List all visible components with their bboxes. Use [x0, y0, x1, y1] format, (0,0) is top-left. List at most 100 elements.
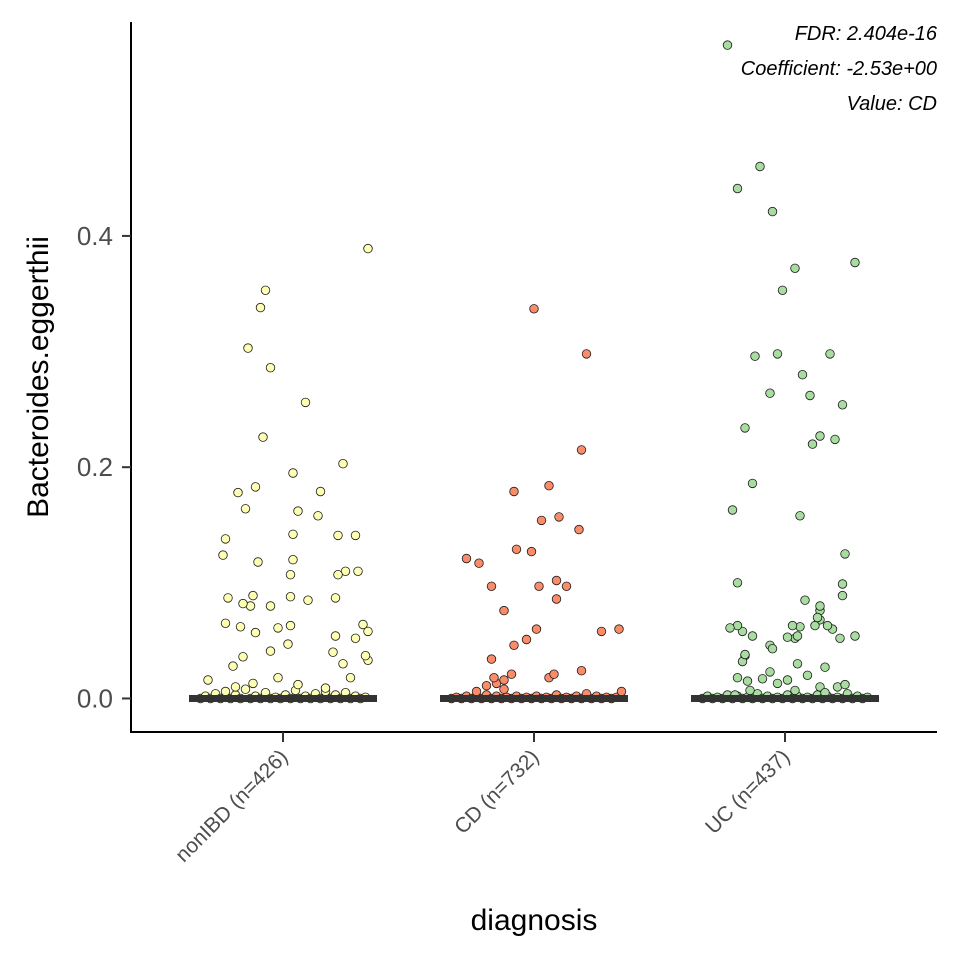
data-point [265, 363, 276, 373]
data-point [250, 482, 261, 492]
data-point [732, 578, 743, 588]
data-point [288, 555, 298, 565]
data-point [474, 558, 484, 568]
data-point [333, 530, 343, 541]
data-point [285, 592, 296, 602]
data-point [722, 40, 733, 50]
data-point [850, 257, 860, 268]
data-point [509, 486, 519, 497]
data-point [285, 620, 296, 631]
data-point [499, 605, 509, 616]
x-tick-label: nonIBD (n=426) [171, 745, 293, 867]
x-ticks: nonIBD (n=426) CD (n=732) UC (n=437) [171, 732, 795, 867]
data-point [330, 593, 341, 603]
data-point [807, 439, 818, 449]
data-point [235, 622, 246, 632]
data-point [616, 686, 627, 697]
data-point [837, 590, 848, 601]
data-point [740, 423, 750, 433]
data-point [350, 633, 361, 644]
data-point [509, 640, 519, 651]
data-point [220, 618, 231, 629]
data-point [499, 684, 509, 694]
data-point [330, 631, 341, 641]
data-point [363, 243, 373, 254]
data-point [529, 304, 539, 314]
data-point [300, 397, 311, 408]
data-point [253, 557, 263, 567]
y-tick-label: 0.2 [77, 452, 113, 482]
data-point [534, 581, 544, 592]
data-point [265, 601, 276, 611]
data-point [333, 570, 343, 580]
data-point [772, 349, 783, 359]
data-point [338, 459, 348, 469]
data-point [240, 684, 251, 694]
data-point [795, 511, 805, 521]
data-point [732, 673, 743, 683]
data-point [320, 683, 331, 693]
data-point [230, 682, 241, 692]
data-point [273, 623, 283, 633]
y-ticks: 0.0 0.2 0.4 [77, 221, 131, 713]
data-point [596, 626, 607, 637]
data-point [782, 675, 793, 685]
x-tick-label: UC (n=437) [701, 745, 794, 838]
data-point [471, 686, 482, 697]
data-point [293, 506, 303, 516]
data-point [360, 651, 371, 661]
data-point [549, 669, 559, 679]
points-layer [195, 40, 873, 704]
annotation-value: Value: CD [847, 93, 937, 115]
data-point [805, 390, 815, 401]
data-point [285, 570, 296, 580]
data-point [238, 598, 248, 609]
data-point [797, 370, 808, 380]
y-tick-label: 0.4 [77, 221, 113, 251]
data-point [740, 649, 750, 660]
data-point [486, 654, 497, 664]
data-point [203, 675, 213, 685]
data-point [544, 481, 554, 491]
data-point [812, 612, 823, 623]
data-point [293, 679, 303, 690]
data-point [810, 620, 820, 631]
data-point [489, 673, 499, 683]
data-point [258, 432, 268, 442]
data-point [802, 670, 813, 681]
data-point [840, 679, 850, 690]
data-point [521, 634, 532, 645]
data-point [837, 579, 848, 589]
x-tick-label: CD (n=732) [450, 745, 543, 838]
data-point [554, 512, 564, 522]
data-point [551, 594, 562, 604]
data-point [787, 620, 798, 631]
data-point [350, 530, 361, 541]
data-point [767, 644, 778, 654]
data-point [250, 627, 261, 638]
data-point [725, 623, 735, 633]
data-point [742, 676, 753, 686]
data-point [757, 674, 768, 684]
data-point [238, 652, 248, 662]
data-point [815, 601, 825, 611]
data-point [792, 631, 803, 641]
data-point [288, 529, 298, 540]
data-point [576, 666, 587, 676]
data-point [288, 468, 298, 478]
data-point [481, 681, 492, 691]
data-point [506, 669, 517, 679]
data-point [777, 285, 788, 296]
data-point [767, 206, 778, 217]
data-point [792, 659, 803, 669]
data-point [303, 595, 313, 605]
annotation-fdr: FDR: 2.404e-16 [795, 23, 938, 45]
data-point [363, 626, 373, 637]
data-point [313, 511, 323, 521]
data-point [353, 566, 363, 577]
data-point [581, 349, 592, 359]
data-point [765, 667, 775, 677]
data-point [328, 647, 338, 657]
data-point [536, 515, 547, 526]
